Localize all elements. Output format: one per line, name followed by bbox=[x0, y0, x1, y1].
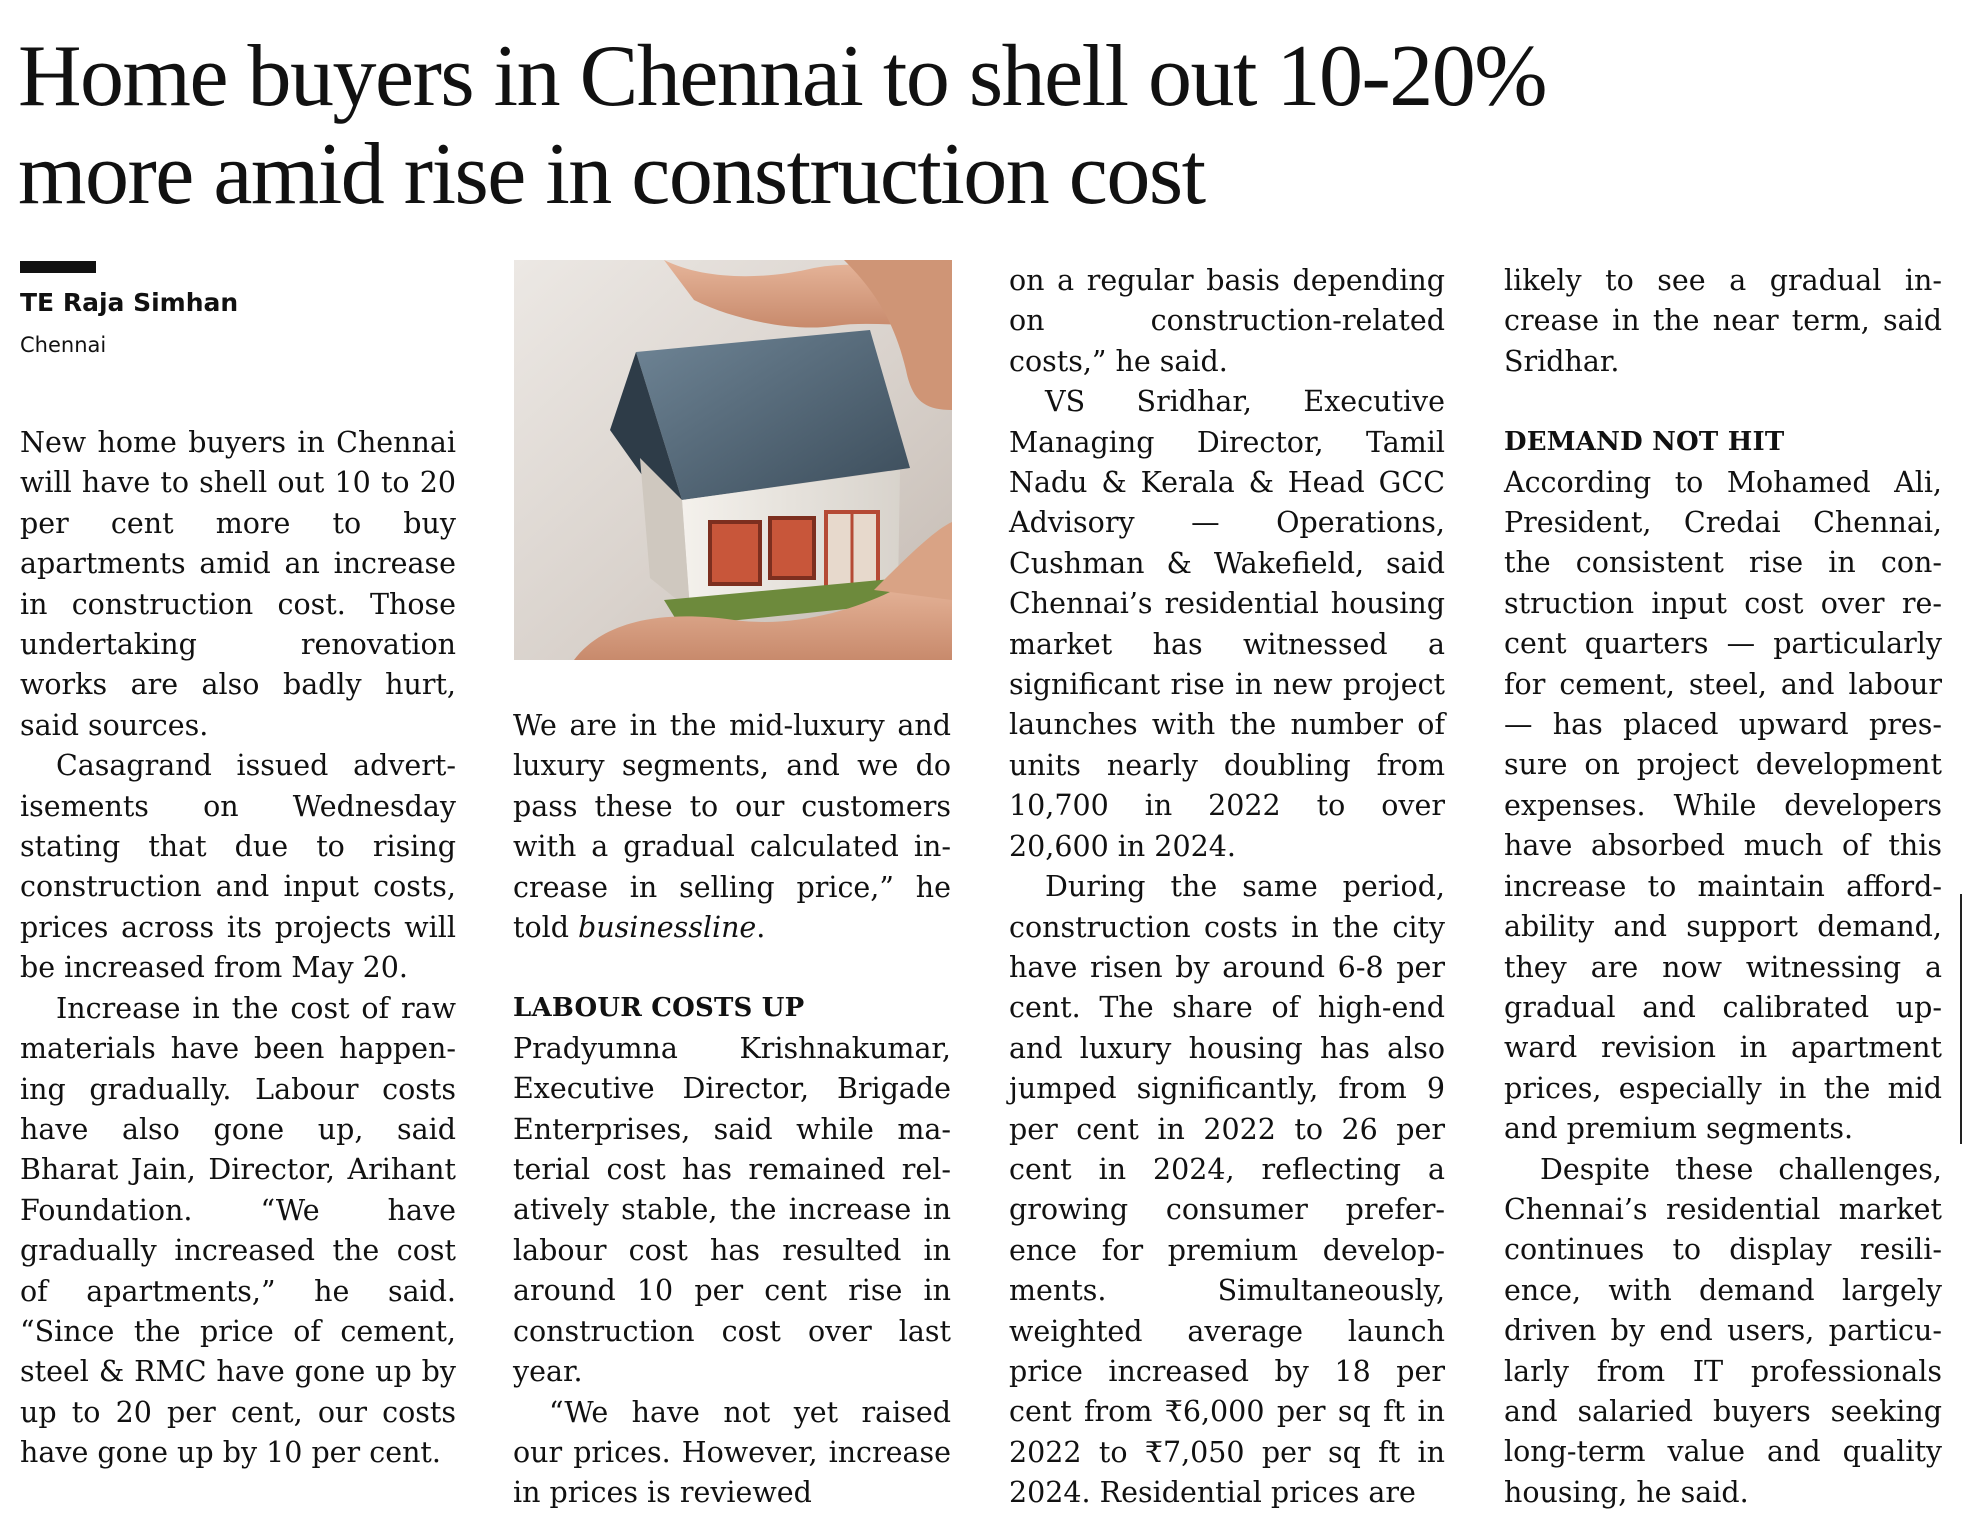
headline-line-2: more amid rise in construction cost bbox=[18, 126, 1206, 223]
paragraph: Increase in the cost of raw materials ha… bbox=[20, 991, 456, 1470]
paragraph: Casagrand issued advert­isements on Wedn… bbox=[20, 749, 456, 985]
paragraph: Despite these challenges, Chennai’s resi… bbox=[1504, 1152, 1942, 1509]
byline-rule bbox=[20, 261, 96, 273]
column-3: on a regular basis depending on construc… bbox=[1009, 261, 1445, 1514]
headline: Home buyers in Chennai to shell out 10-2… bbox=[18, 28, 1938, 224]
section-gap bbox=[1504, 382, 1942, 422]
paragraph: “We have not yet raised our prices. Howe… bbox=[513, 1395, 951, 1510]
subhead-demand-not-hit: DEMAND NOT HIT bbox=[1504, 427, 1785, 458]
byline-location: Chennai bbox=[20, 333, 107, 357]
house-in-hands-photo bbox=[514, 260, 952, 660]
paragraph: We are in the mid-luxury and luxury segm… bbox=[513, 706, 951, 948]
paragraph: likely to see a gradual in­crease in the… bbox=[1504, 264, 1942, 378]
publication-name: businessline bbox=[578, 911, 757, 945]
paragraph: During the same period, construction cos… bbox=[1009, 870, 1445, 1510]
paragraph: on a regular basis depending on construc… bbox=[1009, 264, 1445, 378]
column-4: likely to see a gradual in­crease in the… bbox=[1504, 261, 1942, 1513]
margin-rule bbox=[1960, 894, 1962, 1144]
section-gap bbox=[513, 948, 951, 988]
paragraph-end: . bbox=[756, 911, 766, 945]
paragraph-text: We are in the mid-luxury and luxury segm… bbox=[513, 709, 951, 945]
paragraph: New home buyers in Chen­nai will have to… bbox=[20, 426, 456, 742]
headline-line-1: Home buyers in Chennai to shell out 10-2… bbox=[18, 28, 1548, 125]
byline-author: TE Raja Simhan bbox=[20, 288, 239, 317]
subhead-labour-costs: LABOUR COSTS UP bbox=[513, 993, 805, 1024]
column-2: We are in the mid-luxury and luxury segm… bbox=[513, 706, 951, 1514]
paragraph: VS Sridhar, Executive Managing Director,… bbox=[1009, 385, 1445, 863]
paragraph: Pradyumna Krishnakumar, Executive Direct… bbox=[513, 1031, 951, 1389]
column-1: New home buyers in Chen­nai will have to… bbox=[20, 423, 456, 1474]
paragraph: According to Mohamed Ali, President, Cre… bbox=[1504, 465, 1942, 1146]
